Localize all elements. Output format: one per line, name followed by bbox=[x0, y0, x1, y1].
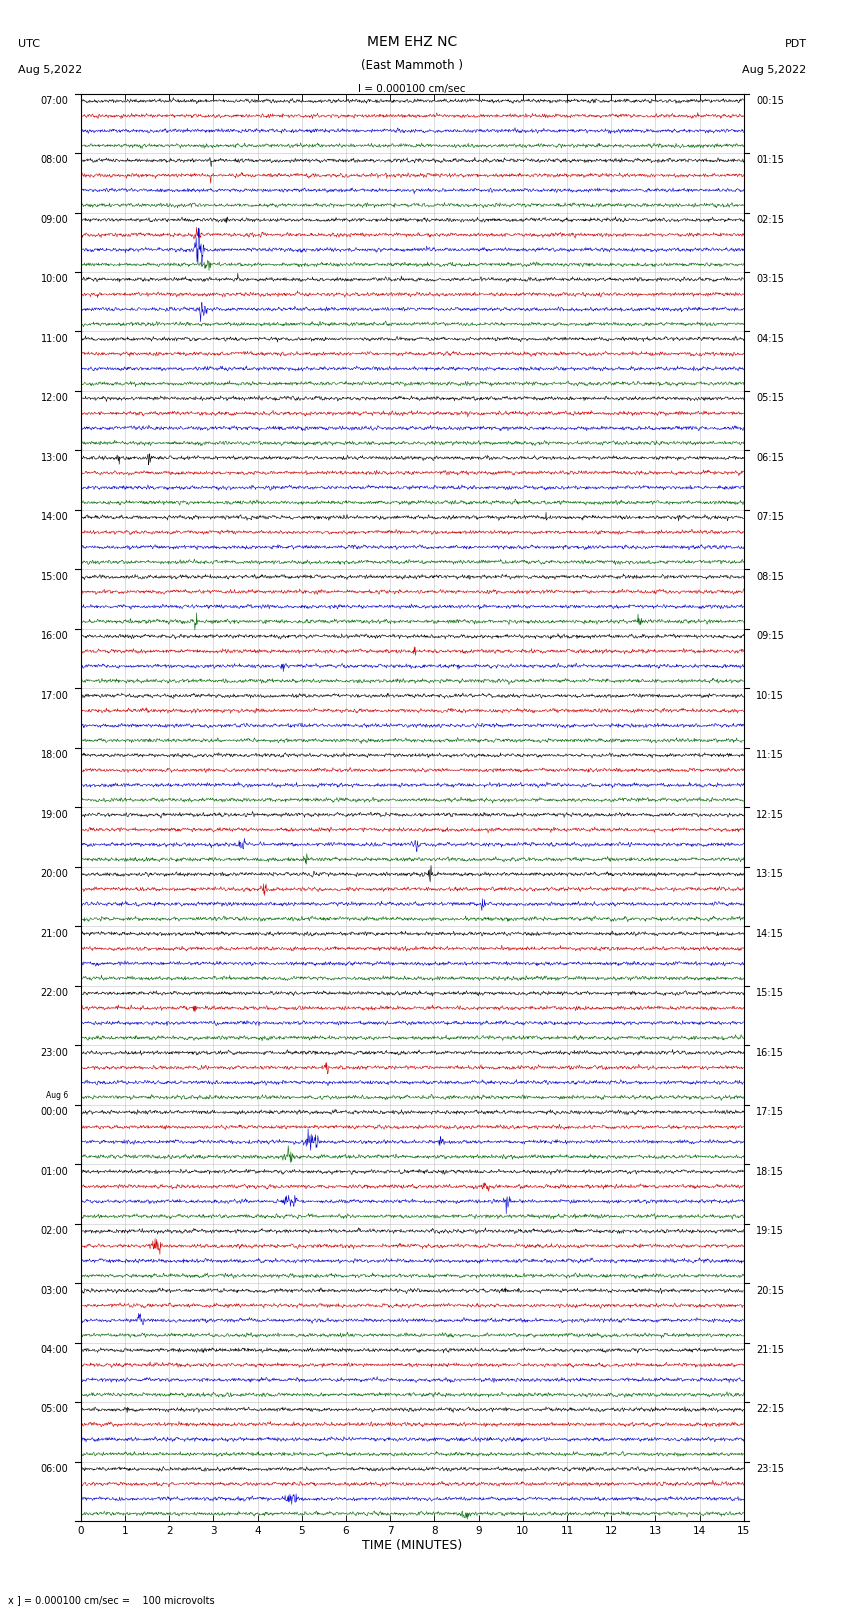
Text: 18:00: 18:00 bbox=[41, 750, 68, 760]
Text: 23:15: 23:15 bbox=[756, 1465, 785, 1474]
Text: 13:15: 13:15 bbox=[756, 869, 784, 879]
Text: 02:15: 02:15 bbox=[756, 215, 785, 224]
Text: 11:15: 11:15 bbox=[756, 750, 784, 760]
Text: 05:00: 05:00 bbox=[41, 1405, 68, 1415]
Text: 00:15: 00:15 bbox=[756, 95, 784, 106]
Text: 12:15: 12:15 bbox=[756, 810, 785, 819]
Text: 19:00: 19:00 bbox=[41, 810, 68, 819]
Text: Aug 5,2022: Aug 5,2022 bbox=[18, 65, 82, 74]
Text: 14:15: 14:15 bbox=[756, 929, 784, 939]
Text: 10:00: 10:00 bbox=[41, 274, 68, 284]
Text: 22:15: 22:15 bbox=[756, 1405, 785, 1415]
Text: 23:00: 23:00 bbox=[41, 1047, 68, 1058]
Text: 03:00: 03:00 bbox=[41, 1286, 68, 1295]
Text: 13:00: 13:00 bbox=[41, 453, 68, 463]
Text: 21:15: 21:15 bbox=[756, 1345, 785, 1355]
Text: 02:00: 02:00 bbox=[41, 1226, 68, 1236]
Text: 16:15: 16:15 bbox=[756, 1047, 784, 1058]
Text: 04:15: 04:15 bbox=[756, 334, 784, 344]
Text: 18:15: 18:15 bbox=[756, 1166, 784, 1176]
Text: I = 0.000100 cm/sec: I = 0.000100 cm/sec bbox=[359, 84, 466, 94]
Text: 10:15: 10:15 bbox=[756, 690, 784, 700]
Text: 08:15: 08:15 bbox=[756, 571, 784, 582]
Text: 17:15: 17:15 bbox=[756, 1107, 785, 1118]
Text: Aug 5,2022: Aug 5,2022 bbox=[743, 65, 807, 74]
Text: 05:15: 05:15 bbox=[756, 394, 785, 403]
Text: 06:00: 06:00 bbox=[41, 1465, 68, 1474]
Text: (East Mammoth ): (East Mammoth ) bbox=[361, 60, 463, 73]
Text: 20:15: 20:15 bbox=[756, 1286, 785, 1295]
Text: 07:15: 07:15 bbox=[756, 513, 785, 523]
Text: 15:00: 15:00 bbox=[41, 571, 68, 582]
Text: 21:00: 21:00 bbox=[41, 929, 68, 939]
Text: 15:15: 15:15 bbox=[756, 989, 785, 998]
Text: 16:00: 16:00 bbox=[41, 631, 68, 642]
X-axis label: TIME (MINUTES): TIME (MINUTES) bbox=[362, 1539, 462, 1552]
Text: 11:00: 11:00 bbox=[41, 334, 68, 344]
Text: 06:15: 06:15 bbox=[756, 453, 784, 463]
Text: 09:15: 09:15 bbox=[756, 631, 784, 642]
Text: 03:15: 03:15 bbox=[756, 274, 784, 284]
Text: 04:00: 04:00 bbox=[41, 1345, 68, 1355]
Text: 22:00: 22:00 bbox=[40, 989, 68, 998]
Text: 01:15: 01:15 bbox=[756, 155, 784, 166]
Text: 01:00: 01:00 bbox=[41, 1166, 68, 1176]
Text: MEM EHZ NC: MEM EHZ NC bbox=[367, 35, 457, 50]
Text: 08:00: 08:00 bbox=[41, 155, 68, 166]
Text: Aug 6: Aug 6 bbox=[46, 1090, 68, 1100]
Text: x ] = 0.000100 cm/sec =    100 microvolts: x ] = 0.000100 cm/sec = 100 microvolts bbox=[8, 1595, 215, 1605]
Text: UTC: UTC bbox=[18, 39, 40, 50]
Text: 20:00: 20:00 bbox=[41, 869, 68, 879]
Text: 19:15: 19:15 bbox=[756, 1226, 784, 1236]
Text: PDT: PDT bbox=[785, 39, 807, 50]
Text: 07:00: 07:00 bbox=[41, 95, 68, 106]
Text: 14:00: 14:00 bbox=[41, 513, 68, 523]
Text: 09:00: 09:00 bbox=[41, 215, 68, 224]
Text: 17:00: 17:00 bbox=[41, 690, 68, 700]
Text: 00:00: 00:00 bbox=[41, 1107, 68, 1118]
Text: 12:00: 12:00 bbox=[41, 394, 68, 403]
